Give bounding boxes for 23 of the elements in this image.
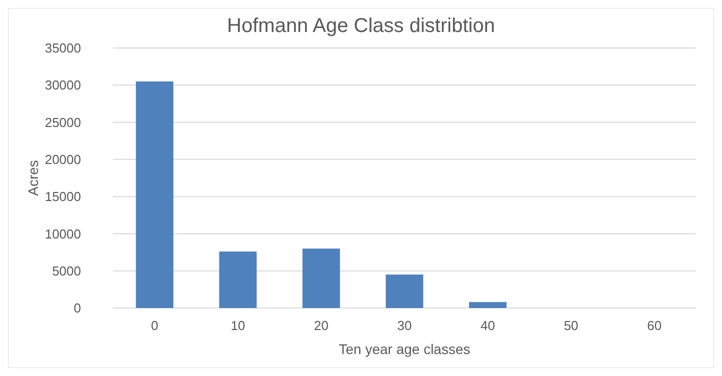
y-tick-label: 20000 — [44, 152, 81, 167]
chart-title: Hofmann Age Class distribtion — [227, 15, 495, 37]
bar — [136, 81, 174, 308]
y-tick-label: 30000 — [44, 78, 81, 93]
y-tick-label: 15000 — [44, 189, 81, 204]
x-tick-label: 50 — [564, 318, 578, 333]
x-tick-label: 0 — [151, 318, 158, 333]
bar — [469, 302, 507, 308]
y-axis-title: Acres — [25, 160, 41, 196]
bar — [386, 274, 424, 308]
x-tick-label: 20 — [314, 318, 328, 333]
x-tick-label: 40 — [480, 318, 496, 333]
y-tick-label: 5000 — [52, 263, 81, 278]
x-tick-label: 10 — [230, 318, 246, 333]
bar — [219, 252, 257, 308]
bar — [302, 248, 340, 308]
x-axis-title: Ten year age classes — [338, 341, 470, 357]
y-tick-label: 35000 — [44, 40, 81, 56]
x-tick-label: 30 — [397, 318, 412, 333]
y-tick-label: 0 — [74, 300, 81, 316]
y-tick-label: 10000 — [44, 226, 81, 242]
y-tick-label: 25000 — [44, 114, 81, 130]
x-tick-label: 60 — [647, 318, 662, 333]
